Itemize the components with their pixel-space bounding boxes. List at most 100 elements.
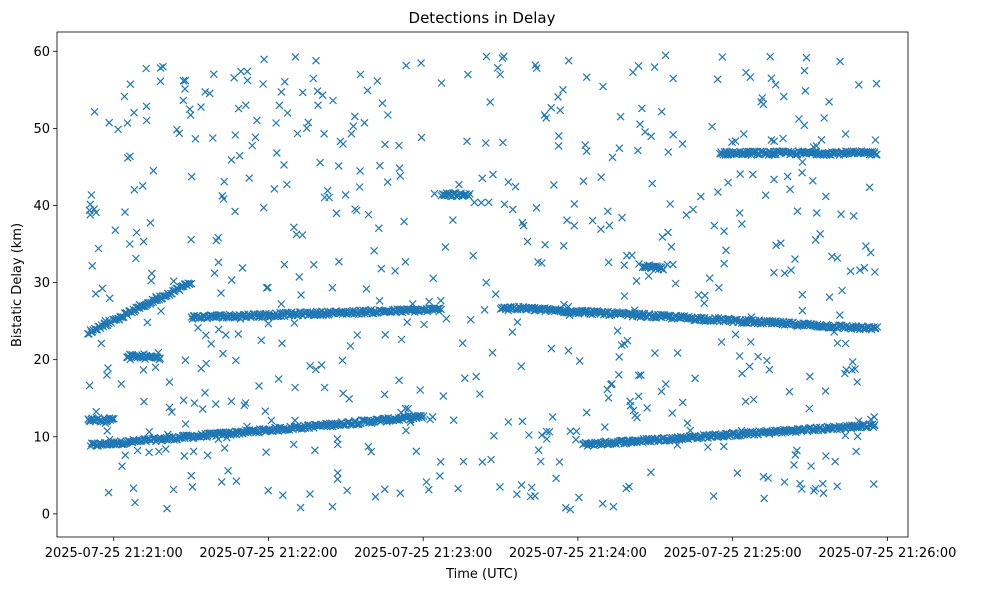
y-axis-title: Bistatic Delay (km) — [10, 223, 25, 347]
data-point — [272, 148, 281, 157]
data-point — [791, 450, 800, 459]
data-point — [620, 261, 629, 270]
data-point — [556, 106, 565, 115]
data-point — [364, 442, 373, 451]
data-point — [638, 309, 647, 318]
data-point — [255, 381, 263, 390]
x-axis-title: Time (UTC) — [445, 567, 518, 582]
data-point — [430, 189, 439, 198]
data-point — [830, 327, 839, 336]
data-point — [531, 61, 540, 70]
data-point — [157, 307, 165, 315]
data-point — [855, 266, 864, 275]
data-point — [691, 374, 700, 383]
data-point — [264, 313, 273, 322]
data-point — [231, 207, 240, 216]
data-point — [700, 299, 709, 308]
data-point — [381, 330, 390, 339]
data-point — [724, 150, 733, 159]
data-point — [484, 198, 493, 207]
data-point — [259, 80, 268, 88]
data-point — [396, 489, 405, 498]
data-point — [328, 283, 337, 292]
data-point — [395, 141, 403, 150]
data-point — [333, 475, 342, 484]
data-point — [683, 419, 692, 428]
data-point — [661, 380, 670, 389]
data-point — [669, 74, 678, 83]
data-point — [145, 427, 154, 436]
data-point — [596, 225, 605, 234]
data-point — [604, 258, 613, 267]
data-point — [350, 417, 359, 425]
data-point — [251, 133, 260, 142]
data-point — [854, 80, 863, 89]
data-point — [424, 485, 433, 494]
data-point — [486, 98, 495, 107]
data-point — [749, 395, 758, 404]
data-point — [657, 107, 666, 116]
data-point — [605, 221, 614, 230]
data-point — [227, 276, 236, 285]
data-point — [792, 446, 801, 455]
data-point — [566, 505, 575, 514]
data-point — [320, 193, 329, 202]
data-point — [436, 296, 445, 305]
data-point — [820, 114, 829, 122]
data-point — [292, 230, 301, 239]
data-point — [463, 70, 472, 79]
data-point — [696, 192, 705, 201]
data-point — [154, 447, 163, 456]
data-point — [637, 104, 646, 113]
data-point — [650, 349, 659, 358]
data-point — [780, 269, 789, 278]
data-point — [302, 124, 311, 133]
data-point — [851, 365, 860, 373]
data-point — [513, 318, 522, 327]
data-point — [367, 447, 376, 456]
data-point — [234, 330, 243, 339]
data-point — [736, 170, 745, 179]
data-point — [109, 414, 118, 423]
data-point — [439, 392, 448, 401]
data-point — [493, 63, 502, 72]
data-point — [209, 70, 218, 79]
data-point — [243, 422, 252, 431]
data-point — [338, 356, 347, 365]
data-point — [668, 409, 677, 418]
data-point — [750, 317, 759, 326]
data-point — [797, 485, 806, 493]
data-point — [345, 394, 354, 403]
data-point — [191, 134, 200, 143]
data-point — [371, 492, 380, 501]
data-point — [298, 88, 307, 97]
data-point — [570, 199, 579, 208]
data-point — [825, 97, 834, 106]
data-point — [135, 300, 144, 309]
data-point — [787, 266, 796, 275]
data-point — [809, 143, 818, 151]
data-point — [866, 248, 875, 257]
data-point — [641, 127, 650, 136]
data-point — [130, 108, 138, 117]
data-point — [837, 210, 845, 219]
data-point — [296, 503, 305, 512]
data-point — [800, 66, 809, 75]
x-tick-label: 2025-07-25 21:25:00 — [664, 546, 802, 561]
data-point — [133, 446, 142, 455]
data-point — [104, 364, 112, 373]
data-point — [472, 372, 481, 381]
data-point — [103, 426, 112, 435]
data-point — [870, 421, 879, 430]
data-point — [291, 383, 300, 392]
data-point — [648, 179, 657, 188]
data-point — [616, 112, 625, 121]
data-point — [165, 378, 174, 387]
data-point — [534, 257, 542, 266]
data-point — [499, 52, 508, 61]
data-point — [659, 265, 668, 274]
data-point — [517, 362, 526, 371]
data-point — [381, 140, 389, 149]
data-point — [481, 139, 490, 147]
data-point — [771, 80, 780, 89]
